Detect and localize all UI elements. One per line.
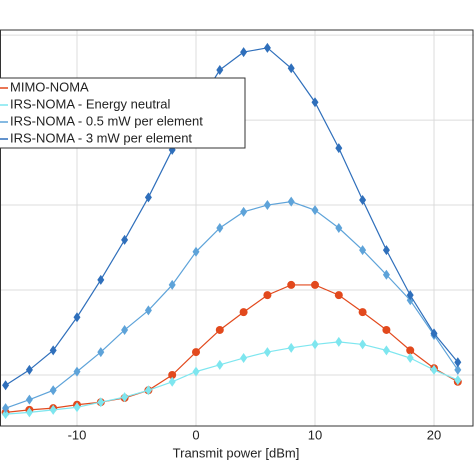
point xyxy=(430,364,438,375)
point xyxy=(311,205,319,216)
point xyxy=(240,206,248,217)
point xyxy=(144,192,152,203)
point xyxy=(168,376,176,387)
x-tick-label: -10 xyxy=(68,427,87,442)
point xyxy=(2,380,10,391)
point xyxy=(335,143,343,154)
legend-label: MIMO-NOMA xyxy=(10,79,89,94)
legend-label: IRS-NOMA - Energy neutral xyxy=(10,96,170,111)
point xyxy=(263,42,271,53)
point xyxy=(49,404,57,415)
point xyxy=(335,223,343,233)
plot-border xyxy=(0,29,474,427)
point xyxy=(73,312,81,323)
point xyxy=(216,359,224,370)
point xyxy=(382,245,390,256)
point xyxy=(454,357,462,368)
point xyxy=(382,345,390,356)
x-tick-label: 20 xyxy=(427,427,441,442)
point xyxy=(311,97,319,108)
legend: MIMO-NOMA IRS-NOMA - Energy neutral IRS-NO… xyxy=(0,77,246,149)
point xyxy=(454,364,462,375)
point xyxy=(287,63,295,74)
point xyxy=(216,64,224,75)
point xyxy=(49,385,57,396)
point xyxy=(121,234,129,245)
point xyxy=(192,366,200,377)
point xyxy=(263,200,271,211)
point xyxy=(192,348,201,357)
x-tick-label: 10 xyxy=(308,427,322,442)
legend-label: IRS-NOMA - 3 mW per element xyxy=(10,130,192,145)
point xyxy=(406,353,414,364)
point xyxy=(430,328,438,339)
point xyxy=(121,324,129,335)
point xyxy=(97,397,105,408)
point xyxy=(263,347,271,358)
point xyxy=(382,269,390,280)
point xyxy=(216,223,224,233)
series-line xyxy=(5,284,459,414)
point xyxy=(73,366,81,377)
point xyxy=(454,375,462,386)
point xyxy=(406,290,414,301)
point xyxy=(240,47,248,58)
point xyxy=(239,308,248,317)
point xyxy=(168,279,176,290)
point xyxy=(215,325,224,334)
point xyxy=(73,402,81,413)
x-axis-label: Transmit power [dBm] xyxy=(173,445,300,460)
point xyxy=(287,196,295,207)
point xyxy=(192,246,200,257)
series-line xyxy=(5,341,459,415)
point xyxy=(49,345,57,356)
point xyxy=(168,371,177,380)
series xyxy=(2,196,462,414)
series-line xyxy=(5,47,459,386)
point xyxy=(359,245,367,256)
point xyxy=(144,385,152,396)
point xyxy=(358,308,367,317)
point xyxy=(287,342,295,353)
point xyxy=(144,305,152,316)
point xyxy=(406,346,415,355)
point xyxy=(121,392,129,403)
legend-label: IRS-NOMA - 0.5 mW per element xyxy=(10,113,203,128)
point xyxy=(334,291,343,300)
series-line xyxy=(5,201,459,409)
point xyxy=(263,291,272,300)
point xyxy=(240,353,248,364)
point xyxy=(359,194,367,205)
point xyxy=(25,364,33,375)
point xyxy=(382,325,391,334)
point xyxy=(335,336,343,347)
x-tick-label: 0 xyxy=(192,427,199,442)
point xyxy=(359,339,367,350)
point xyxy=(97,347,105,358)
point xyxy=(2,409,10,420)
point xyxy=(287,280,296,289)
point xyxy=(311,280,320,289)
point xyxy=(2,403,10,414)
point xyxy=(311,339,319,350)
series xyxy=(2,336,462,420)
legend-box xyxy=(0,77,246,149)
point xyxy=(25,407,33,418)
series xyxy=(1,280,462,417)
point xyxy=(97,274,105,285)
point xyxy=(25,394,33,405)
